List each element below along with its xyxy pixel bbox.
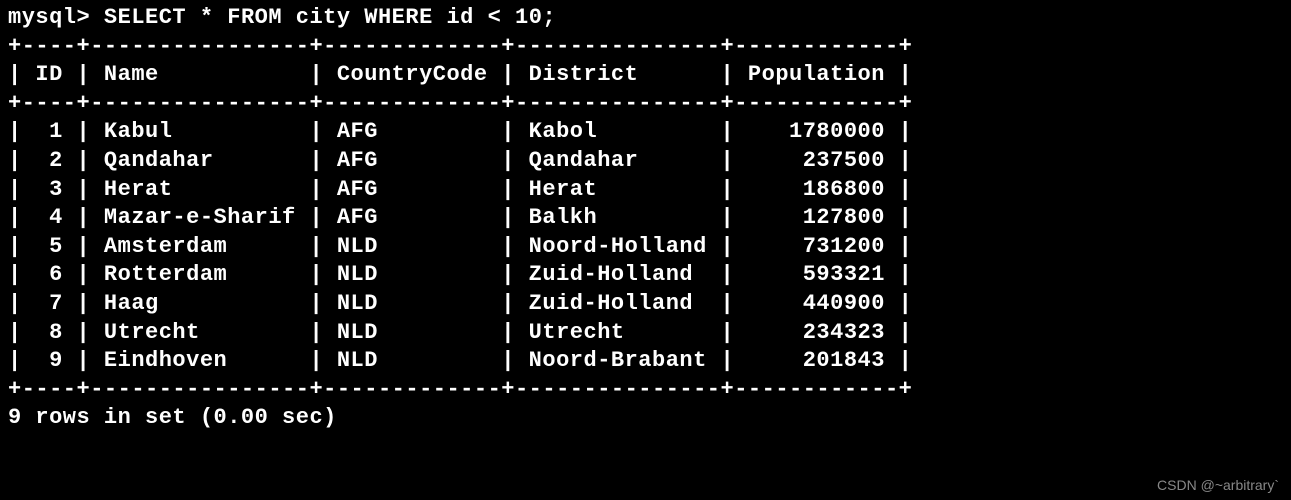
table-row: | 5 | Amsterdam | NLD | Noord-Holland | … <box>8 233 1283 262</box>
table-row: | 8 | Utrecht | NLD | Utrecht | 234323 | <box>8 319 1283 348</box>
watermark-text: CSDN @~arbitrary` <box>1157 476 1279 494</box>
table-row: | 2 | Qandahar | AFG | Qandahar | 237500… <box>8 147 1283 176</box>
table-row: | 7 | Haag | NLD | Zuid-Holland | 440900… <box>8 290 1283 319</box>
table-border-bottom: +----+----------------+-------------+---… <box>8 376 1283 405</box>
query-line: mysql> SELECT * FROM city WHERE id < 10; <box>8 4 1283 33</box>
table-row: | 6 | Rotterdam | NLD | Zuid-Holland | 5… <box>8 261 1283 290</box>
table-row: | 9 | Eindhoven | NLD | Noord-Brabant | … <box>8 347 1283 376</box>
table-row: | 4 | Mazar-e-Sharif | AFG | Balkh | 127… <box>8 204 1283 233</box>
table-row: | 1 | Kabul | AFG | Kabol | 1780000 | <box>8 118 1283 147</box>
table-border-mid: +----+----------------+-------------+---… <box>8 90 1283 119</box>
sql-query: SELECT * FROM city WHERE id < 10; <box>104 5 556 30</box>
table-row: | 3 | Herat | AFG | Herat | 186800 | <box>8 176 1283 205</box>
table-header-row: | ID | Name | CountryCode | District | P… <box>8 61 1283 90</box>
mysql-prompt: mysql> <box>8 5 104 30</box>
table-border-top: +----+----------------+-------------+---… <box>8 33 1283 62</box>
result-summary: 9 rows in set (0.00 sec) <box>8 404 1283 433</box>
